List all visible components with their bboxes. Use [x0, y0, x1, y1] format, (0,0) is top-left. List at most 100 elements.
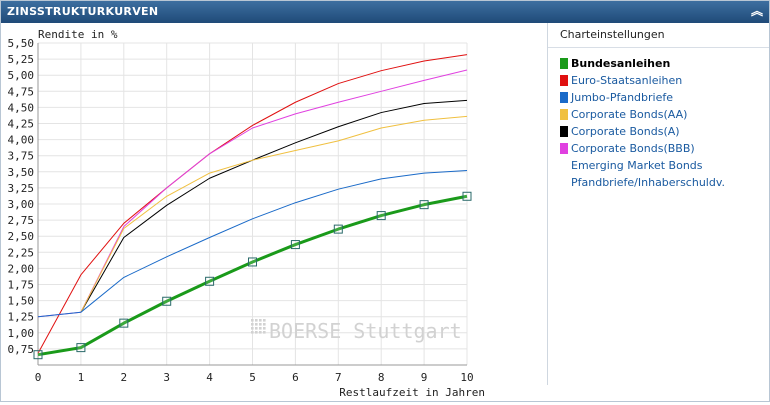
watermark-dot	[259, 323, 262, 326]
watermark-dot	[259, 331, 262, 334]
y-axis-label: Rendite in %	[38, 28, 118, 41]
x-tick-label: 3	[163, 371, 170, 384]
data-point[interactable]	[248, 257, 257, 267]
yield-curve-chart: 0,75 1,00 1,25 1,50 1,75 2,00 2,25 2,50 2,75 3,00…	[8, 28, 486, 399]
data-point[interactable]	[333, 224, 343, 234]
watermark-dot	[259, 327, 262, 330]
watermark-dot	[251, 319, 254, 322]
watermark-dot	[263, 319, 266, 322]
legend-swatch	[560, 75, 568, 86]
watermark-dot	[255, 319, 258, 322]
x-tick-label: 9	[421, 371, 428, 384]
data-point[interactable]	[162, 296, 172, 306]
legend-label: Corporate Bonds(AA)	[571, 108, 688, 121]
watermark-dot	[259, 319, 262, 322]
watermark-dot	[263, 323, 266, 326]
y-tick-label: 4,00	[8, 134, 35, 147]
legend-swatch	[560, 160, 568, 171]
x-tick-label: 2	[120, 371, 127, 384]
y-tick-label: 5,50	[8, 37, 35, 50]
legend-label: Emerging Market Bonds	[571, 159, 703, 172]
legend-item[interactable]: Jumbo-Pfandbriefe	[560, 89, 725, 106]
axes: 0,75 1,00 1,25 1,50 1,75 2,00 2,25 2,50 2,75 3,00…	[8, 37, 474, 384]
series-line-corporate-bonds-bbb-	[37, 69, 468, 318]
panel-divider	[547, 23, 548, 385]
y-tick-label: 4,75	[8, 85, 35, 98]
x-tick-label: 5	[249, 371, 256, 384]
y-tick-label: 3,25	[8, 182, 35, 195]
y-tick-label: 3,50	[8, 166, 35, 179]
legend-item[interactable]: Corporate Bonds(A)	[560, 123, 725, 140]
data-point[interactable]	[376, 211, 386, 221]
legend-item[interactable]: Pfandbriefe/Inhaberschuldv.	[560, 174, 725, 191]
y-tick-label: 5,00	[8, 69, 35, 82]
x-tick-label: 10	[460, 371, 473, 384]
x-tick-label: 1	[78, 371, 85, 384]
watermark-dot	[255, 323, 258, 326]
y-tick-label: 2,50	[8, 230, 35, 243]
series-line-bundesanleihen	[37, 194, 468, 357]
y-tick-label: 3,75	[8, 150, 35, 163]
legend-label: Jumbo-Pfandbriefe	[571, 91, 673, 104]
watermark-dot	[251, 331, 254, 334]
legend-item[interactable]: Corporate Bonds(BBB)	[560, 140, 725, 157]
data-point[interactable]	[76, 343, 86, 353]
settings-rule	[548, 47, 769, 48]
legend-label: Corporate Bonds(A)	[571, 125, 680, 138]
data-point[interactable]	[33, 350, 43, 360]
data-point[interactable]	[419, 200, 429, 210]
y-tick-label: 5,25	[8, 53, 35, 66]
legend-label: Corporate Bonds(BBB)	[571, 142, 695, 155]
y-tick-label: 3,00	[8, 198, 35, 211]
y-tick-label: 1,00	[8, 327, 35, 340]
y-tick-label: 2,75	[8, 214, 35, 227]
legend-item[interactable]: Corporate Bonds(AA)	[560, 106, 725, 123]
series-line-jumbo-pfandbriefe	[37, 170, 468, 318]
watermark: BOERSE Stuttgart	[251, 319, 462, 343]
legend-swatch	[560, 109, 568, 120]
x-tick-label: 4	[206, 371, 213, 384]
legend-label: Bundesanleihen	[571, 57, 671, 70]
legend-item[interactable]: Euro-Staatsanleihen	[560, 72, 725, 89]
chart-area: 0,75 1,00 1,25 1,50 1,75 2,00 2,25 2,50 2,75 3,00…	[1, 23, 547, 401]
series-line-euro-staatsanleihen	[37, 54, 468, 354]
watermark-dot	[255, 331, 258, 334]
x-tick-label: 0	[35, 371, 42, 384]
legend-swatch	[560, 126, 568, 137]
y-tick-label: 4,25	[8, 118, 35, 131]
x-axis-label: Restlaufzeit in Jahren	[339, 386, 485, 399]
watermark-dot	[251, 323, 254, 326]
watermark-dot	[251, 327, 254, 330]
data-point[interactable]	[290, 240, 300, 250]
grid	[37, 42, 468, 365]
widget-header: ZINSSTRUKTURKURVEN ︽	[1, 1, 769, 23]
widget-title: ZINSSTRUKTURKURVEN	[7, 5, 159, 18]
data-point[interactable]	[119, 318, 129, 328]
series-layer	[33, 54, 472, 360]
watermark-dot	[255, 327, 258, 330]
legend-item[interactable]: Bundesanleihen	[560, 55, 725, 72]
data-point[interactable]	[462, 191, 472, 201]
x-tick-label: 6	[292, 371, 299, 384]
y-tick-label: 4,50	[8, 101, 35, 114]
double-chevron-up-icon[interactable]: ︽	[750, 4, 763, 18]
series-line-corporate-bonds-aa-	[80, 115, 468, 313]
data-point[interactable]	[205, 276, 215, 286]
y-tick-label: 0,75	[8, 343, 35, 356]
legend-swatch	[560, 92, 568, 103]
watermark-dot	[263, 331, 266, 334]
y-tick-label: 1,50	[8, 295, 35, 308]
legend-label: Euro-Staatsanleihen	[571, 74, 683, 87]
settings-title: Charteinstellungen	[560, 28, 665, 41]
legend-item[interactable]: Emerging Market Bonds	[560, 157, 725, 174]
y-tick-label: 2,25	[8, 246, 35, 259]
x-tick-label: 7	[335, 371, 342, 384]
chart-settings-panel: Charteinstellungen Bundesanleihen Euro-St…	[548, 23, 769, 401]
y-tick-label: 2,00	[8, 262, 35, 275]
series-line-corporate-bonds-a-	[80, 99, 468, 313]
x-tick-label: 8	[378, 371, 385, 384]
y-tick-label: 1,25	[8, 311, 35, 324]
watermark-text: BOERSE Stuttgart	[269, 319, 462, 343]
legend-label: Pfandbriefe/Inhaberschuldv.	[571, 176, 725, 189]
